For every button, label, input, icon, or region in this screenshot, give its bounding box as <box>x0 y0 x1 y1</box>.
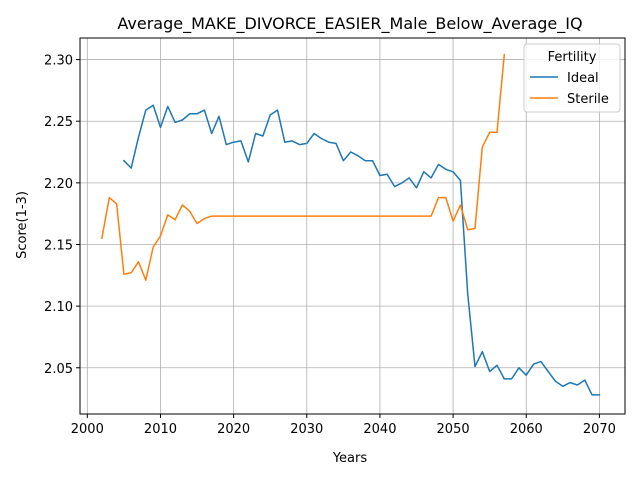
x-tick-label: 2000 <box>71 422 104 437</box>
x-tick-label: 2030 <box>290 422 323 437</box>
y-axis-label: Score(1-3) <box>15 191 30 259</box>
y-tick-label: 2.30 <box>44 54 73 69</box>
legend-label-sterile: Sterile <box>567 92 609 107</box>
y-tick-label: 2.15 <box>44 238 73 253</box>
x-tick-label: 2010 <box>144 422 177 437</box>
x-tick-label: 2060 <box>510 422 543 437</box>
y-axis-ticks: 2.05 2.10 2.15 2.20 2.25 2.30 <box>44 54 80 377</box>
legend-title: Fertility <box>548 50 597 65</box>
legend: Fertility Ideal Sterile <box>523 43 621 113</box>
x-tick-label: 2020 <box>217 422 250 437</box>
x-tick-label: 2040 <box>363 422 396 437</box>
x-axis-ticks: 2000 2010 2020 2030 2040 2050 2060 2070 <box>71 414 616 437</box>
series-lines <box>101 53 601 396</box>
series-line-sterile <box>101 53 506 281</box>
y-tick-label: 2.20 <box>44 177 73 192</box>
legend-box <box>523 43 621 113</box>
y-tick-label: 2.25 <box>44 115 73 130</box>
x-tick-label: 2070 <box>583 422 616 437</box>
y-tick-label: 2.10 <box>44 300 73 315</box>
series-line-ideal <box>122 104 601 396</box>
y-tick-label: 2.05 <box>44 362 73 377</box>
plot-area-frame <box>79 37 626 415</box>
chart-title: Average_MAKE_DIVORCE_EASIER_Male_Below_A… <box>117 14 582 34</box>
legend-label-ideal: Ideal <box>567 71 599 86</box>
x-axis-label: Years <box>332 451 368 466</box>
x-tick-label: 2050 <box>437 422 470 437</box>
